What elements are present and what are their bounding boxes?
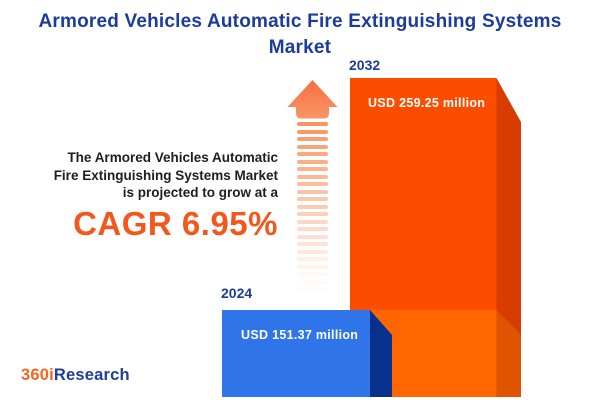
description-line-3: is projected to grow at a [122, 185, 278, 200]
bar-2024-front [222, 310, 370, 397]
arrow-stripes [297, 122, 328, 295]
arrow-stripe [297, 264, 328, 269]
description-line-1: The Armored Vehicles Automatic [67, 150, 278, 165]
bar-value-2032: USD 259.25 million [368, 96, 486, 110]
arrow-stripe [297, 242, 328, 246]
arrow-stripe [297, 159, 328, 164]
arrow-stripe [297, 234, 328, 239]
arrow-stripe [297, 152, 328, 156]
arrow-stripe [297, 272, 328, 276]
arrow-stripe [297, 280, 328, 284]
arrow-stripe [297, 167, 328, 171]
page-title-line-1: Armored Vehicles Automatic Fire Extingui… [38, 11, 562, 32]
arrow-stripe [297, 189, 328, 194]
logo-research: Research [53, 366, 130, 384]
arrow-stripe [297, 249, 328, 254]
description-line-2: Fire Extinguishing Systems Market [53, 167, 278, 183]
description-block: The Armored Vehicles Automatic Fire Exti… [0, 149, 278, 240]
page-title-line-2: Market [268, 37, 332, 58]
bar-2024-side [370, 310, 392, 397]
arrow-stripe [297, 122, 328, 126]
year-label-2024: 2024 [221, 285, 253, 301]
arrow-stripe [297, 212, 328, 216]
arrow-stripe [297, 182, 328, 186]
bar-2032-base-side [496, 310, 521, 397]
arrow-stripe [297, 287, 328, 291]
arrow-stripe [297, 257, 328, 261]
arrow-stripe [297, 219, 328, 224]
arrow-stripe [297, 174, 328, 179]
logo-360i: 360i [21, 366, 54, 384]
arrow-stripe [297, 129, 328, 134]
arrow-stripe [297, 227, 328, 231]
arrow-stripe [297, 197, 328, 201]
page-title: Armored Vehicles Automatic Fire Extingui… [0, 9, 600, 61]
year-label-2032: 2032 [349, 57, 381, 73]
logo: 360iResearch [21, 366, 130, 385]
arrow-stripe [297, 137, 328, 141]
arrow-stripe [297, 144, 328, 149]
bar-value-2024: USD 151.37 million [241, 328, 359, 342]
cagr-value: CAGR 6.95% [73, 204, 278, 242]
growth-arrow-head-icon [287, 80, 338, 119]
arrow-stripe [297, 204, 328, 209]
